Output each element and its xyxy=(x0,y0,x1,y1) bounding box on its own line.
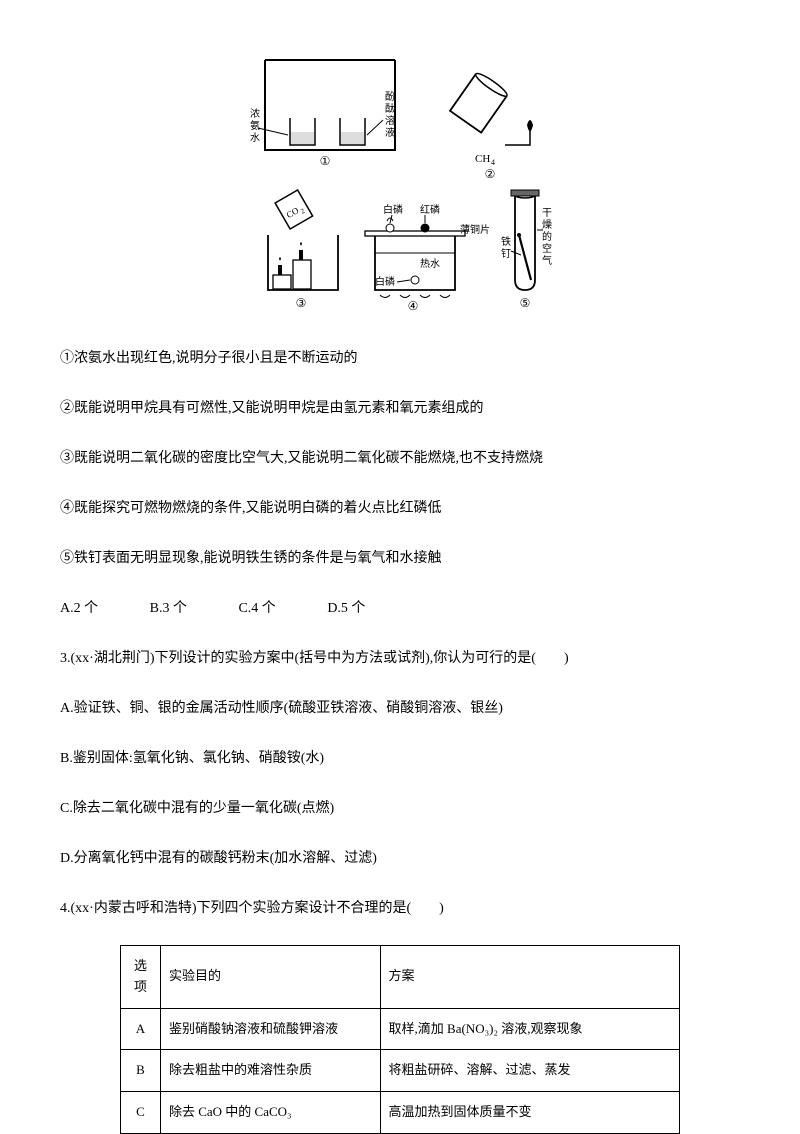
svg-text:热水: 热水 xyxy=(420,257,440,270)
svg-text:白磷: 白磷 xyxy=(383,203,403,216)
q3-option-c: C.除去二氧化碳中混有的少量一氧化碳(点燃) xyxy=(60,795,740,823)
statement-5: ⑤铁钉表面无明显现象,能说明铁生锈的条件是与氧气和水接触 xyxy=(60,545,740,573)
table-row: A 鉴别硝酸钠溶液和硫酸钾溶液 取样,滴加 Ba(NO₃)₂ 溶液,观察现象 xyxy=(121,1008,680,1050)
q3-option-b: B.鉴别固体:氢氧化钠、氯化钠、硝酸铵(水) xyxy=(60,745,740,773)
header-purpose: 实验目的 xyxy=(160,946,380,1009)
svg-text:CH: CH xyxy=(475,153,490,165)
svg-text:铁钉: 铁钉 xyxy=(501,235,511,260)
svg-text:④: ④ xyxy=(408,299,419,313)
cell-b-purpose: 除去粗盐中的难溶性杂质 xyxy=(160,1050,380,1092)
q2-option-d: D.5 个 xyxy=(327,595,365,623)
cell-b-plan: 将粗盐研碎、溶解、过滤、蒸发 xyxy=(380,1050,679,1092)
cell-c-plan: 高温加热到固体质量不变 xyxy=(380,1092,679,1134)
diagram-2: CH 4 ② xyxy=(450,71,533,181)
experiment-diagram: 浓氨水 酚酞溶液 ① CH 4 ② CO 2 ③ xyxy=(235,50,565,320)
cell-a-option: A xyxy=(121,1008,161,1050)
statement-2: ②既能说明甲烷具有可燃性,又能说明甲烷是由氢元素和氧元素组成的 xyxy=(60,395,740,423)
svg-text:⑤: ⑤ xyxy=(520,296,531,310)
q3-option-a: A.验证铁、铜、银的金属活动性顺序(硫酸亚铁溶液、硝酸铜溶液、银丝) xyxy=(60,695,740,723)
svg-text:干燥的空气: 干燥的空气 xyxy=(540,207,552,265)
q2-option-a: A.2 个 xyxy=(60,595,98,623)
q4-stem: 4.(xx·内蒙古呼和浩特)下列四个实验方案设计不合理的是( ) xyxy=(60,895,740,923)
cell-b-option: B xyxy=(121,1050,161,1092)
statement-4: ④既能探究可燃物燃烧的条件,又能说明白磷的着火点比红磷低 xyxy=(60,495,740,523)
svg-text:4: 4 xyxy=(491,158,495,167)
cell-a-plan: 取样,滴加 Ba(NO₃)₂ 溶液,观察现象 xyxy=(380,1008,679,1050)
statement-1: ①浓氨水出现红色,说明分子很小且是不断运动的 xyxy=(60,345,740,373)
header-option: 选项 xyxy=(121,946,161,1009)
svg-text:酚酞溶液: 酚酞溶液 xyxy=(385,91,395,139)
table-row: C 除去 CaO 中的 CaCO₃ 高温加热到固体质量不变 xyxy=(121,1092,680,1134)
q3-stem: 3.(xx·湖北荆门)下列设计的实验方案中(括号中为方法或试剂),你认为可行的是… xyxy=(60,645,740,673)
table-row: B 除去粗盐中的难溶性杂质 将粗盐研碎、溶解、过滤、蒸发 xyxy=(121,1050,680,1092)
svg-text:白磷: 白磷 xyxy=(375,275,395,288)
svg-text:红磷: 红磷 xyxy=(420,203,440,216)
header-plan: 方案 xyxy=(380,946,679,1009)
q3-option-d: D.分离氧化钙中混有的碳酸钙粉末(加水溶解、过滤) xyxy=(60,845,740,873)
statement-3: ③既能说明二氧化碳的密度比空气大,又能说明二氧化碳不能燃烧,也不支持燃烧 xyxy=(60,445,740,473)
svg-text:③: ③ xyxy=(296,296,307,310)
svg-text:②: ② xyxy=(485,167,496,181)
svg-text:①: ① xyxy=(320,154,331,168)
diagram-5: 干燥的空气 铁钉 ⑤ xyxy=(501,190,552,310)
cell-c-option: C xyxy=(121,1092,161,1134)
diagram-3: CO 2 ③ xyxy=(268,190,338,310)
cell-c-purpose: 除去 CaO 中的 CaCO₃ xyxy=(160,1092,380,1134)
diagram-1: 浓氨水 酚酞溶液 ① xyxy=(248,60,396,168)
q4-table: 选项 实验目的 方案 A 鉴别硝酸钠溶液和硫酸钾溶液 取样,滴加 Ba(NO₃)… xyxy=(120,945,680,1134)
q2-options: A.2 个 B.3 个 C.4 个 D.5 个 xyxy=(60,595,740,623)
diagram-4: 白磷 红磷 薄铜片 热水 白磷 ④ xyxy=(365,203,490,313)
svg-text:浓氨水: 浓氨水 xyxy=(248,108,260,142)
q2-option-b: B.3 个 xyxy=(150,595,187,623)
cell-a-purpose: 鉴别硝酸钠溶液和硫酸钾溶液 xyxy=(160,1008,380,1050)
table-header-row: 选项 实验目的 方案 xyxy=(121,946,680,1009)
svg-text:薄铜片: 薄铜片 xyxy=(460,223,490,236)
q2-option-c: C.4 个 xyxy=(238,595,275,623)
